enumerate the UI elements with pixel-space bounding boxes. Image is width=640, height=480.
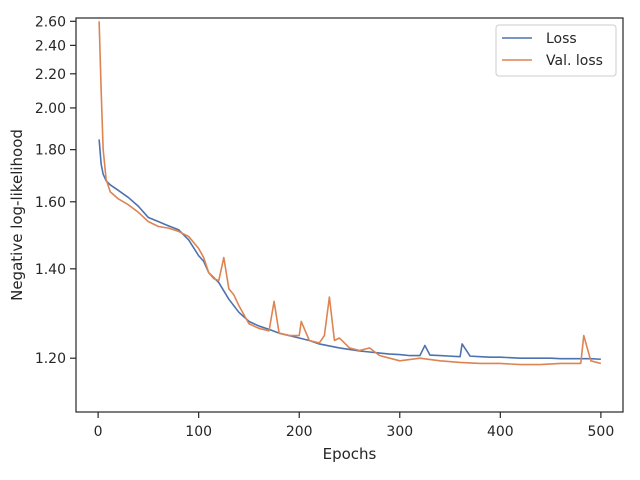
legend-label-loss: Loss: [546, 31, 577, 47]
y-tick-label: 2.60: [35, 14, 66, 30]
plot-frame: [75, 17, 624, 413]
x-tick-label: 300: [386, 424, 413, 440]
y-tick-label: 1.60: [35, 195, 66, 211]
series-layer: [98, 21, 602, 366]
legend-label-val-loss: Val. loss: [546, 53, 603, 69]
x-axis-ticks: 0 100 200 300 400 500: [94, 412, 615, 440]
x-tick-label: 100: [185, 424, 212, 440]
x-tick-label: 500: [588, 424, 615, 440]
y-tick-label: 1.80: [35, 143, 66, 159]
y-tick-label: 1.20: [35, 351, 66, 367]
legend: Loss Val. loss: [495, 24, 617, 77]
y-axis-ticks: 1.20 1.40 1.60 1.80 2.00 2.20 2.40 2.60: [35, 14, 76, 367]
x-axis-label: Epochs: [323, 445, 377, 463]
x-tick-label: 200: [286, 424, 313, 440]
series-line-val-loss: [98, 21, 602, 366]
plot-area: [76, 18, 623, 412]
x-tick-label: 0: [94, 424, 103, 440]
y-axis-label: Negative log-likelihood: [8, 129, 26, 301]
y-tick-label: 2.00: [35, 101, 66, 117]
y-tick-label: 1.40: [35, 262, 66, 278]
y-tick-label: 2.40: [35, 38, 66, 54]
series-line-loss: [98, 139, 601, 361]
x-tick-label: 400: [487, 424, 514, 440]
y-tick-label: 2.20: [35, 67, 66, 83]
